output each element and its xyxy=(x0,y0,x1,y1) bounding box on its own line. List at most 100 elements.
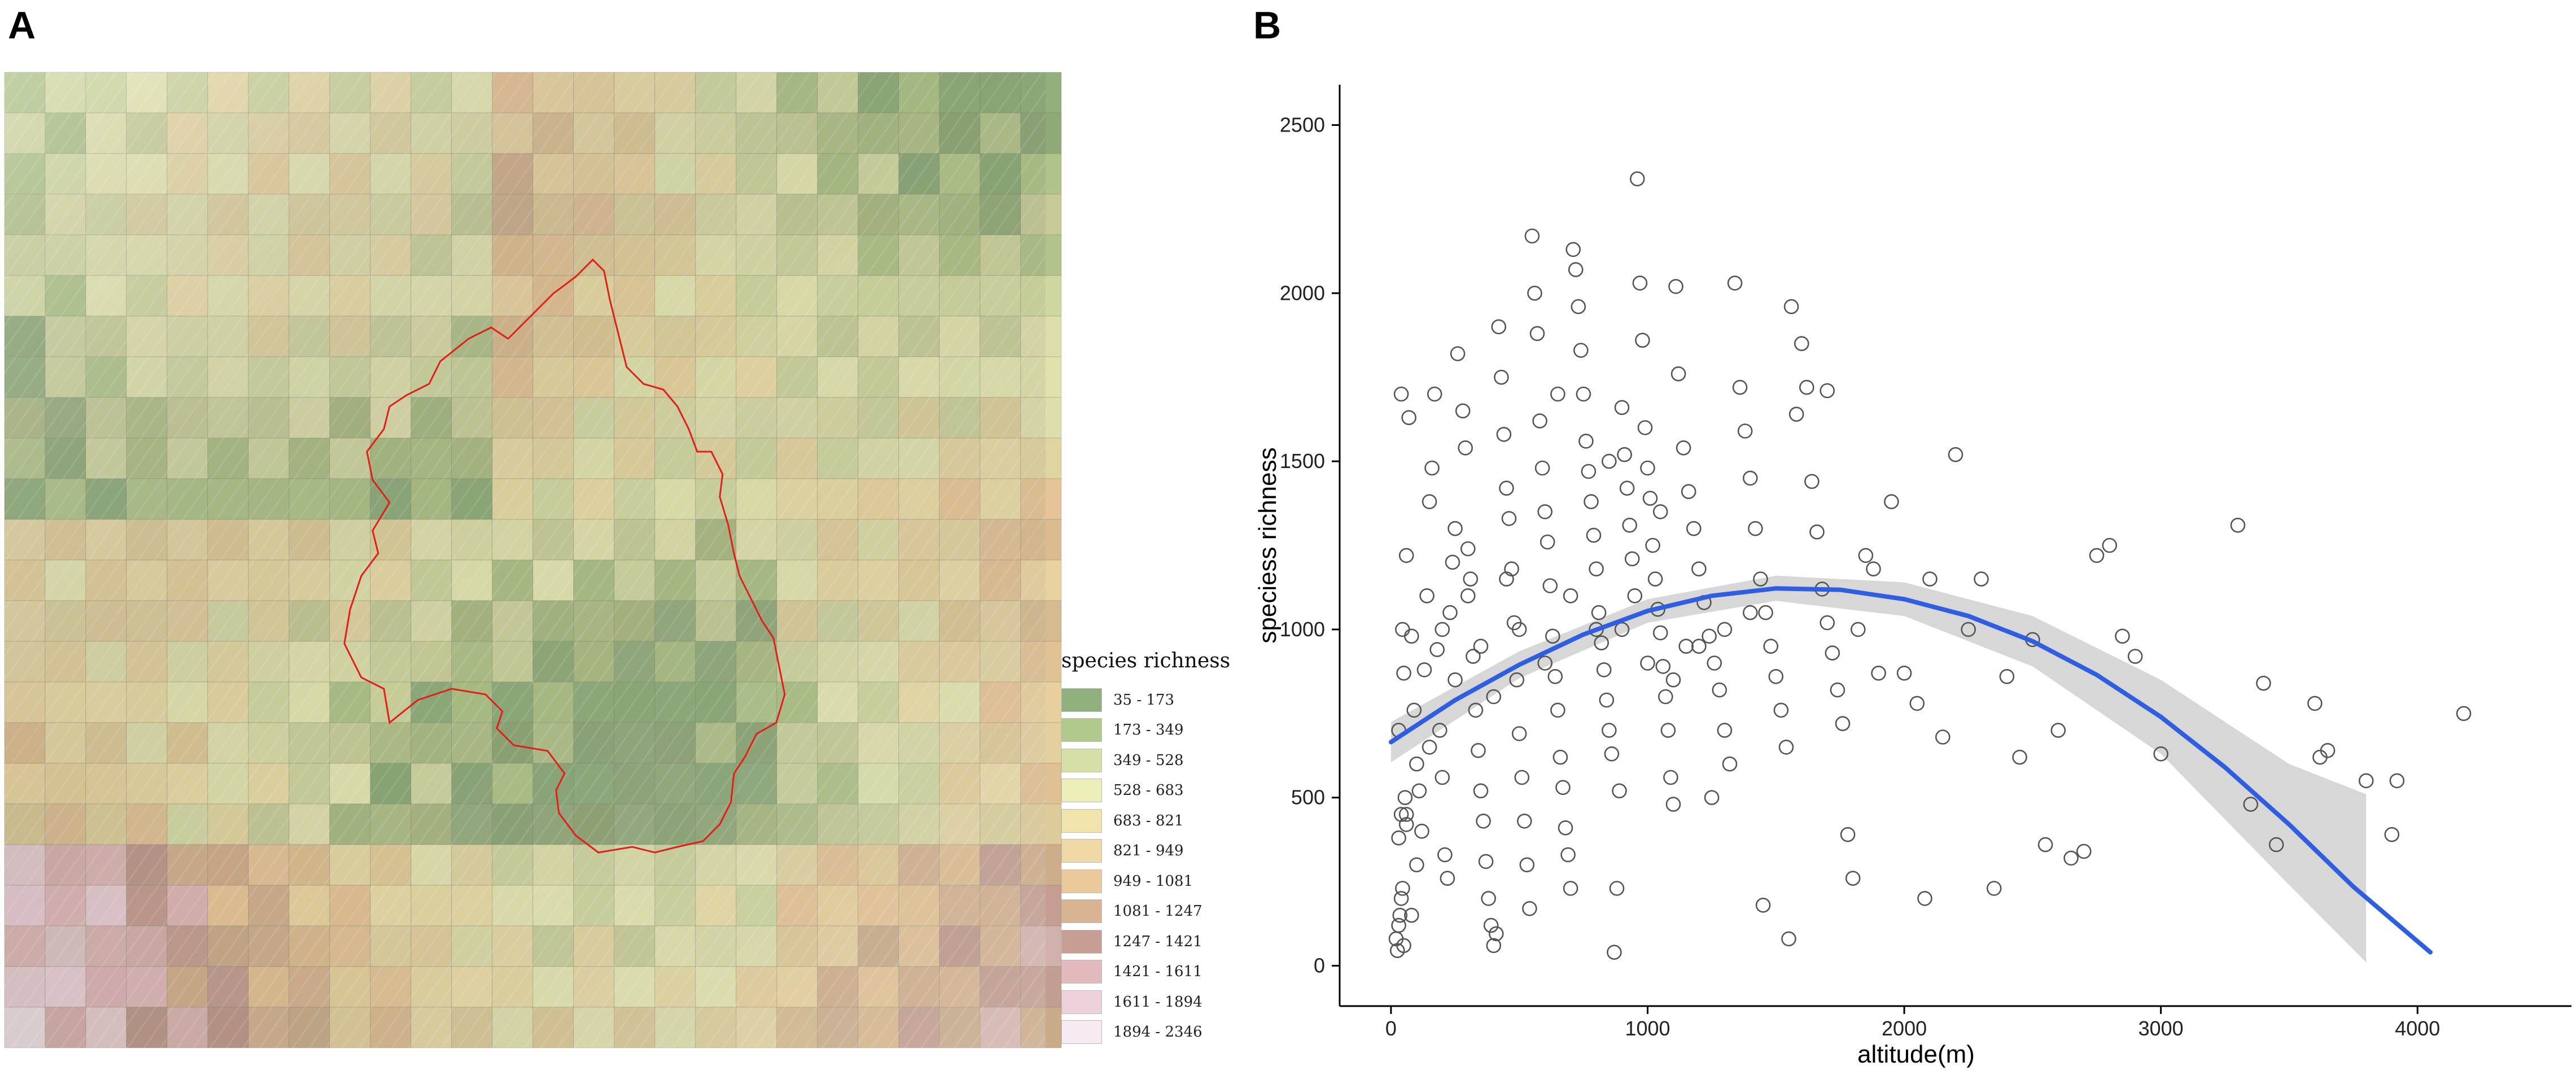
scatter-point xyxy=(1396,666,1411,681)
panel-b-letter: B xyxy=(1253,4,1282,47)
scatter-point xyxy=(1537,504,1553,519)
scatter-point xyxy=(1519,857,1535,873)
scatter-point xyxy=(1599,692,1615,708)
scatter-point xyxy=(1488,926,1504,942)
scatter-point xyxy=(1840,827,1856,842)
legend-swatch xyxy=(1061,899,1102,924)
scatter-point xyxy=(1416,662,1432,677)
scatter-point xyxy=(1612,783,1627,799)
scatter-point xyxy=(1778,740,1794,755)
scatter-point xyxy=(2089,548,2105,563)
legend-item: 821 - 949 xyxy=(1061,836,1253,867)
scatter-point xyxy=(2050,723,2066,738)
scatter-point xyxy=(1607,945,1622,960)
legend-swatch xyxy=(1061,779,1102,803)
scatter-point xyxy=(1763,639,1779,654)
scatter-point xyxy=(1748,521,1763,536)
scatter-point xyxy=(1491,319,1507,335)
scatter-point xyxy=(2359,773,2374,789)
scatter-point xyxy=(1424,460,1440,476)
scatter-point xyxy=(1627,588,1643,604)
scatter-point xyxy=(1398,817,1414,832)
scatter-point xyxy=(1563,881,1578,896)
scatter-point xyxy=(1589,561,1604,577)
scatter-point xyxy=(1411,783,1427,799)
scatter-point xyxy=(1794,336,1809,351)
legend-item: 683 - 821 xyxy=(1061,806,1253,836)
scatter-point xyxy=(2037,837,2053,853)
scatter-point xyxy=(1445,554,1460,570)
legend-label: 1421 - 1611 xyxy=(1113,963,1202,981)
scatter-point xyxy=(1499,571,1514,587)
legend-label: 349 - 528 xyxy=(1113,751,1184,769)
legend-item: 1421 - 1611 xyxy=(1061,957,1253,987)
scatter-point xyxy=(1393,891,1409,906)
scatter-point xyxy=(2320,743,2336,758)
legend-label: 1081 - 1247 xyxy=(1113,903,1202,920)
y-tick-label: 2500 xyxy=(1280,113,1325,136)
scatter-point xyxy=(1845,871,1861,886)
scatter-point xyxy=(1594,635,1610,650)
legend-swatch xyxy=(1061,960,1102,984)
y-tick-label: 2000 xyxy=(1280,281,1325,304)
scatter-point xyxy=(1483,917,1499,933)
y-tick-label: 500 xyxy=(1291,786,1325,809)
scatter-point xyxy=(1663,770,1678,785)
scatter-point xyxy=(1609,881,1625,896)
scatter-point xyxy=(1511,726,1527,741)
x-tick-label: 0 xyxy=(1385,1017,1397,1040)
scatter-point xyxy=(1537,655,1553,671)
scatter-point xyxy=(1429,642,1445,657)
scatter-point xyxy=(1999,669,2015,684)
scatter-point xyxy=(1632,276,1648,291)
scatter-point xyxy=(1471,743,1486,758)
scatter-point xyxy=(1398,807,1414,822)
scatter-point xyxy=(1799,379,1814,395)
scatter-point xyxy=(1527,285,1542,301)
scatter-point xyxy=(1466,649,1481,664)
scatter-point xyxy=(1455,403,1471,419)
scatter-point xyxy=(2243,797,2259,812)
scatter-point xyxy=(2102,537,2118,553)
x-axis-label: altitude(m) xyxy=(1857,1041,1975,1068)
legend-swatch xyxy=(1061,748,1102,772)
scatter-point xyxy=(1450,346,1466,361)
legend-item: 1081 - 1247 xyxy=(1061,897,1253,927)
scatter-point xyxy=(1909,696,1925,711)
scatter-point xyxy=(1392,907,1408,923)
scatter-point xyxy=(1414,824,1429,839)
scatter-chart: 0 500 1000 1500 2000 2500 0 1000 2000 3000 4000 alt… xyxy=(1254,85,2571,1068)
scatter-point xyxy=(1558,820,1573,836)
scatter-point xyxy=(1391,830,1406,846)
scatter-point xyxy=(1691,639,1707,654)
fit-curve xyxy=(1388,586,2433,955)
legend-label: 1894 - 2346 xyxy=(1113,1024,1202,1041)
scatter-point xyxy=(1481,891,1497,906)
scatter-point xyxy=(1871,666,1886,681)
scatter-point xyxy=(1820,615,1835,631)
legend-label: 821 - 949 xyxy=(1113,842,1184,860)
scatter-point xyxy=(1665,672,1681,688)
scatter-point xyxy=(1460,541,1476,557)
scatter-point xyxy=(1604,746,1620,762)
legend-swatch xyxy=(1061,929,1102,954)
study-area-boundary xyxy=(343,258,786,854)
relief-shading xyxy=(5,72,1046,1048)
scatter-point xyxy=(1542,578,1558,593)
y-tick-label: 0 xyxy=(1314,954,1325,977)
scatter-point xyxy=(1884,494,1899,509)
x-tick-label: 2000 xyxy=(1882,1017,1927,1040)
scatter-point xyxy=(1565,242,1581,257)
scatter-point xyxy=(1820,383,1835,399)
scatter-point xyxy=(1555,780,1571,795)
scatter-point xyxy=(1496,427,1512,442)
scatter-point xyxy=(1403,628,1419,644)
scatter-point xyxy=(1961,622,1976,637)
scatter-point xyxy=(1534,460,1550,476)
scatter-point xyxy=(1986,881,2002,896)
legend-label: 683 - 821 xyxy=(1113,812,1184,829)
scatter-point xyxy=(1434,770,1450,785)
scatter-point xyxy=(1917,891,1932,906)
scatter-point xyxy=(1516,814,1532,829)
y-tick-label: 1500 xyxy=(1280,449,1325,473)
